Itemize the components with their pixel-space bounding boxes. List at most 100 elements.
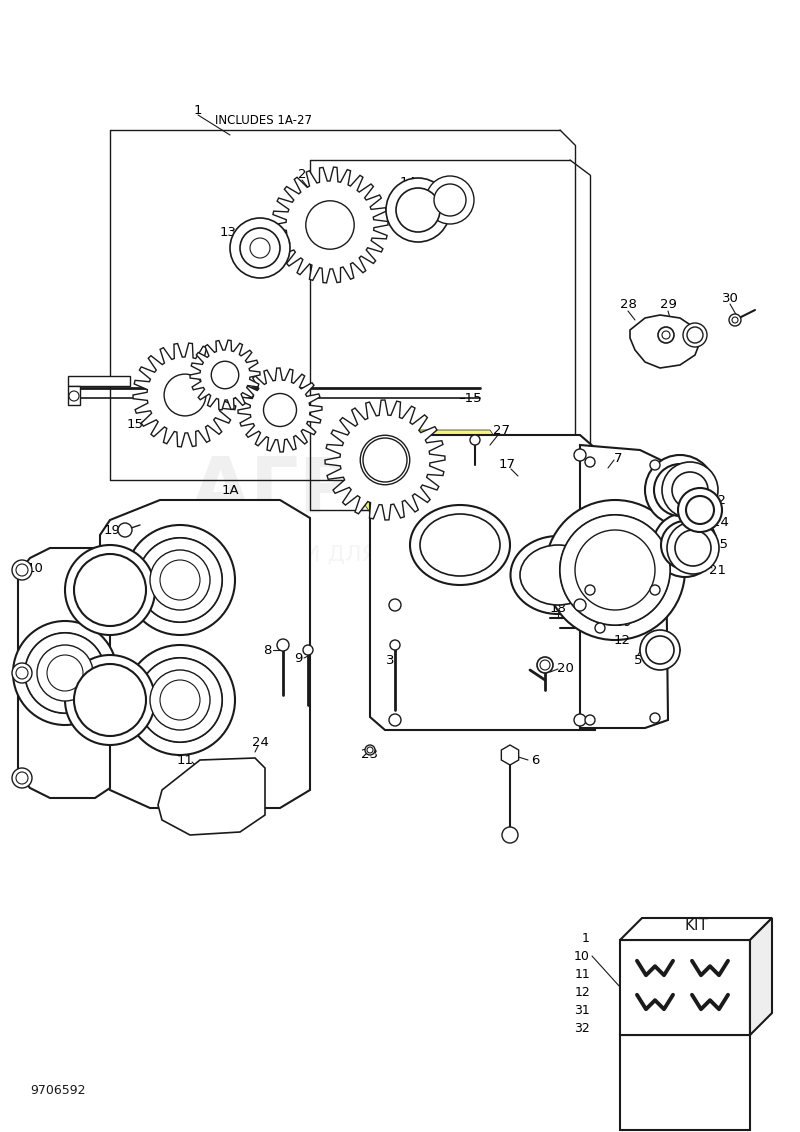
Circle shape [650,713,660,723]
Ellipse shape [420,514,500,576]
Text: 10: 10 [574,950,590,962]
Circle shape [650,585,660,595]
Circle shape [502,827,518,843]
Text: 26: 26 [614,616,630,628]
Text: 4: 4 [354,463,362,477]
Text: 31: 31 [574,1003,590,1017]
Text: 2: 2 [298,169,306,181]
Polygon shape [238,368,322,452]
Text: 21: 21 [710,564,726,576]
Polygon shape [190,340,260,410]
Circle shape [138,658,222,741]
Circle shape [683,323,707,348]
Polygon shape [18,548,110,798]
Circle shape [240,228,280,268]
Circle shape [47,655,83,691]
Text: 7: 7 [614,452,622,464]
Text: 30: 30 [722,292,738,305]
Text: KIT: KIT [684,918,708,934]
Text: 11: 11 [574,968,590,980]
Circle shape [118,523,132,537]
Text: 27: 27 [494,423,510,437]
Circle shape [585,715,595,724]
Circle shape [470,435,480,445]
Circle shape [160,560,200,600]
Circle shape [662,462,718,518]
Polygon shape [620,940,750,1035]
Polygon shape [502,745,518,765]
Circle shape [595,623,605,633]
Circle shape [367,747,373,753]
Circle shape [545,500,685,640]
Circle shape [653,513,717,577]
Circle shape [16,772,28,784]
Text: 1: 1 [582,932,590,944]
Circle shape [645,455,715,525]
Circle shape [654,464,706,516]
Circle shape [164,374,206,415]
Polygon shape [620,918,772,940]
Text: 22: 22 [710,494,726,506]
Circle shape [732,317,738,323]
Circle shape [426,175,474,224]
Text: ЗАПЧАСТИ ДЛЯ СЕЛЬХОЗТЕХНИКИ: ЗАПЧАСТИ ДЛЯ СЕЛЬХОЗТЕХНИКИ [198,544,602,565]
Text: INCLUDES 1A-27: INCLUDES 1A-27 [215,113,312,127]
Circle shape [360,435,410,484]
Polygon shape [272,168,388,283]
Polygon shape [365,430,500,520]
Circle shape [12,560,32,580]
Circle shape [25,633,105,713]
Ellipse shape [410,505,510,585]
Circle shape [386,178,450,242]
Circle shape [16,564,28,576]
Text: 20: 20 [557,661,574,675]
Circle shape [687,327,703,343]
Circle shape [69,391,79,401]
Circle shape [658,327,674,343]
Text: 6: 6 [531,754,539,766]
Circle shape [540,660,550,670]
Text: 32: 32 [574,1021,590,1035]
Text: 10: 10 [26,561,43,575]
Circle shape [585,585,595,595]
Circle shape [138,658,222,741]
Polygon shape [158,758,265,835]
Polygon shape [620,1035,750,1130]
Circle shape [574,714,586,726]
Circle shape [365,745,375,755]
Circle shape [150,670,210,730]
Circle shape [25,633,105,713]
Text: 14: 14 [399,175,417,189]
Circle shape [303,645,313,655]
Ellipse shape [510,535,606,614]
Circle shape [306,200,354,249]
Circle shape [574,449,586,461]
Circle shape [37,645,93,701]
Circle shape [575,530,655,610]
Text: АГРИ ТЕХ: АГРИ ТЕХ [191,453,609,528]
Circle shape [686,496,714,524]
Text: 15: 15 [126,419,143,431]
Polygon shape [630,315,700,368]
Text: 29: 29 [659,299,677,311]
Circle shape [389,714,401,726]
Circle shape [675,530,711,566]
Circle shape [537,657,553,674]
Circle shape [230,218,290,278]
Circle shape [729,314,741,326]
Text: 17: 17 [498,458,515,472]
Text: 18: 18 [550,601,566,615]
Text: 1: 1 [194,103,202,117]
Circle shape [672,472,708,508]
Circle shape [678,488,722,532]
Circle shape [667,522,719,574]
Circle shape [65,655,155,745]
Polygon shape [133,343,237,447]
Text: 13: 13 [219,225,237,239]
Text: 16: 16 [131,572,149,584]
Circle shape [389,449,401,461]
Circle shape [138,538,222,621]
Circle shape [125,525,235,635]
Circle shape [560,515,670,625]
Circle shape [250,238,270,258]
